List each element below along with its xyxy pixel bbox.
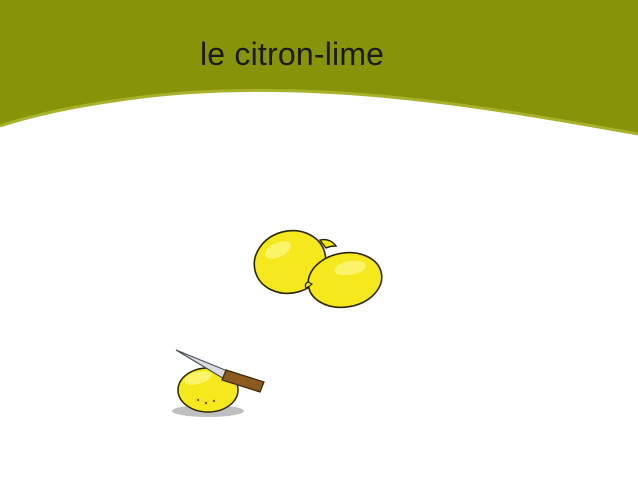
lemon-with-knife-icon xyxy=(172,349,265,417)
title-banner xyxy=(0,0,638,136)
lemons-icon xyxy=(253,229,383,309)
slide-title: le citron-lime xyxy=(200,36,385,72)
